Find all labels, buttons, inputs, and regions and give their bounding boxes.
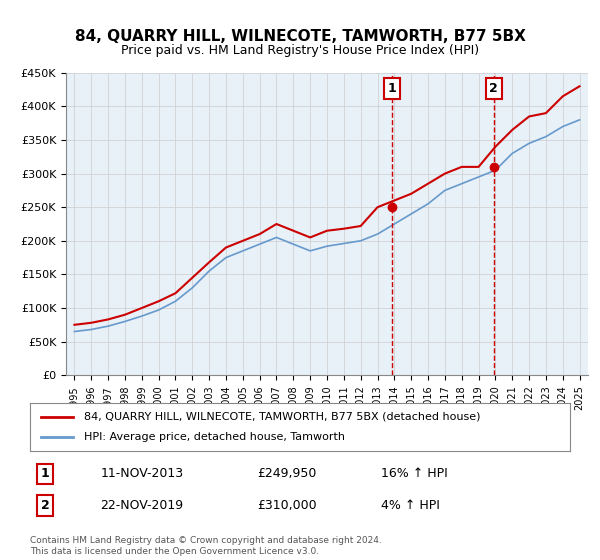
Text: 2: 2	[490, 82, 498, 95]
Text: Contains HM Land Registry data © Crown copyright and database right 2024.
This d: Contains HM Land Registry data © Crown c…	[30, 536, 382, 556]
Text: 22-NOV-2019: 22-NOV-2019	[100, 499, 184, 512]
Text: HPI: Average price, detached house, Tamworth: HPI: Average price, detached house, Tamw…	[84, 432, 345, 442]
Text: Price paid vs. HM Land Registry's House Price Index (HPI): Price paid vs. HM Land Registry's House …	[121, 44, 479, 57]
Text: 2: 2	[41, 499, 50, 512]
Text: 11-NOV-2013: 11-NOV-2013	[100, 468, 184, 480]
Text: 84, QUARRY HILL, WILNECOTE, TAMWORTH, B77 5BX: 84, QUARRY HILL, WILNECOTE, TAMWORTH, B7…	[74, 29, 526, 44]
Text: 16% ↑ HPI: 16% ↑ HPI	[381, 468, 448, 480]
Text: £249,950: £249,950	[257, 468, 316, 480]
Text: 4% ↑ HPI: 4% ↑ HPI	[381, 499, 440, 512]
Text: 1: 1	[41, 468, 50, 480]
Text: 84, QUARRY HILL, WILNECOTE, TAMWORTH, B77 5BX (detached house): 84, QUARRY HILL, WILNECOTE, TAMWORTH, B7…	[84, 412, 481, 422]
Text: 1: 1	[388, 82, 396, 95]
Text: £310,000: £310,000	[257, 499, 316, 512]
